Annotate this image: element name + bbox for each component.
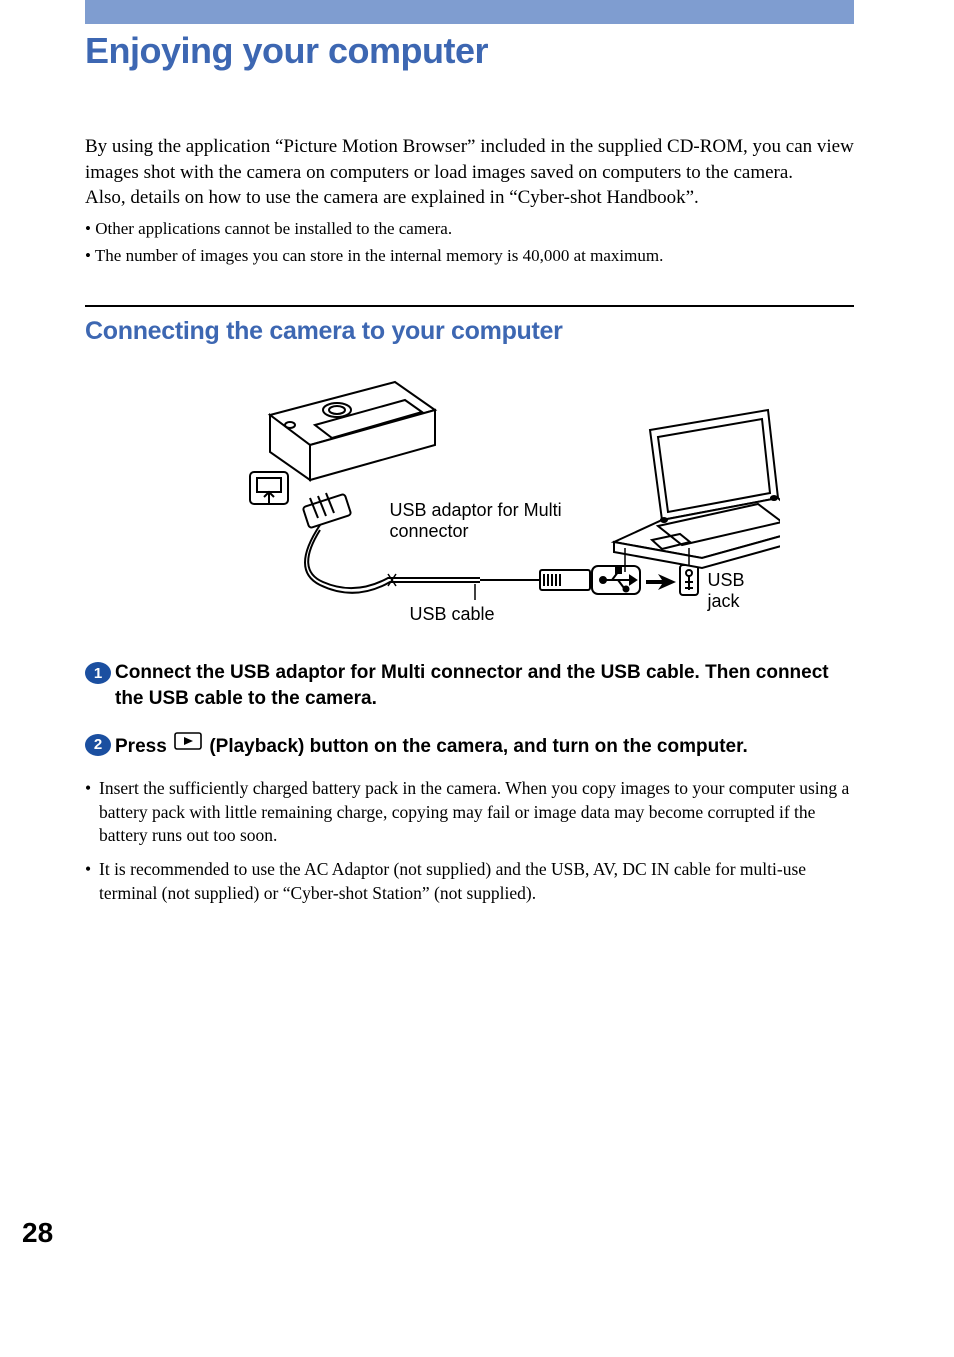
note-text: Insert the sufficiently charged battery … (99, 777, 854, 848)
intro-block: By using the application “Picture Motion… (85, 134, 854, 211)
notes-list: • Insert the sufficiently charged batter… (85, 777, 854, 905)
connection-diagram: USB adaptor for Multi connector USB cabl… (85, 370, 854, 630)
page-title: Enjoying your computer (85, 30, 854, 72)
step-item: 2 Press (Playback) button on the camera,… (85, 732, 854, 762)
playback-icon (174, 732, 202, 758)
step-number-badge: 2 (85, 734, 111, 756)
intro-paragraph-1: By using the application “Picture Motion… (85, 134, 854, 185)
step-number-badge: 1 (85, 662, 111, 684)
section-title: Connecting the camera to your computer (85, 317, 854, 346)
step-text: Connect the USB adaptor for Multi connec… (115, 660, 854, 711)
note-text: It is recommended to use the AC Adaptor … (99, 858, 854, 905)
intro-bullets: • Other applications cannot be installed… (85, 215, 854, 269)
bullet-dot: • (85, 777, 99, 848)
steps-list: 1 Connect the USB adaptor for Multi conn… (85, 660, 854, 761)
step-item: 1 Connect the USB adaptor for Multi conn… (85, 660, 854, 711)
bullet-item: • The number of images you can store in … (85, 242, 854, 269)
step-text: Press (Playback) button on the camera, a… (115, 732, 748, 762)
note-item: • Insert the sufficiently charged batter… (85, 777, 854, 848)
diagram-label-jack: USB jack (708, 570, 780, 611)
bullet-dot: • (85, 858, 99, 905)
section-divider (85, 305, 854, 307)
arrow-icon (646, 574, 676, 590)
step-text-after: (Playback) button on the camera, and tur… (209, 735, 747, 756)
page-number: 28 (22, 1217, 53, 1249)
bullet-text: Other applications cannot be installed t… (95, 219, 452, 238)
intro-paragraph-2: Also, details on how to use the camera a… (85, 185, 854, 211)
diagram-label-cable: USB cable (410, 604, 495, 625)
note-item: • It is recommended to use the AC Adapto… (85, 858, 854, 905)
bullet-item: • Other applications cannot be installed… (85, 215, 854, 242)
diagram-label-adaptor: USB adaptor for Multi connector (390, 500, 590, 541)
page-content: Enjoying your computer By using the appl… (85, 16, 854, 915)
bullet-text: The number of images you can store in th… (95, 246, 663, 265)
step-text-before: Press (115, 735, 172, 756)
